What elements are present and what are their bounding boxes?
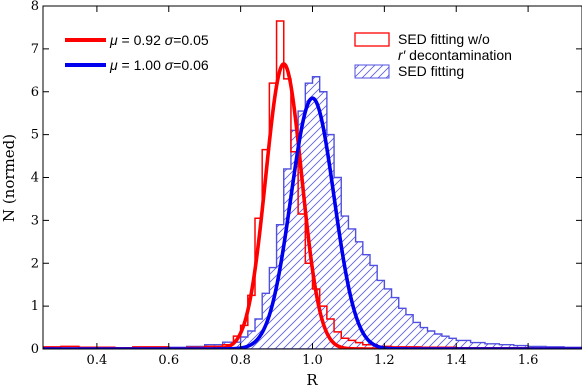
- legend-label-sed-wo-line2: r′ decontamination: [398, 47, 512, 63]
- y-tick-label: 2: [31, 256, 39, 271]
- legend-label-sed-wo-line1: SED fitting w/o: [398, 31, 490, 47]
- legend-histograms: SED fitting w/o r′ decontamination SED f…: [354, 31, 512, 79]
- legend-gaussian-fits: μ = 0.92 σ=0.05 μ = 1.00 σ=0.06: [65, 32, 209, 73]
- x-tick-label: 0.6: [158, 353, 179, 368]
- y-tick-label: 6: [31, 85, 39, 100]
- plot-frame: [42, 5, 582, 350]
- y-tick-label: 8: [31, 0, 39, 14]
- y-tick-label: 7: [31, 42, 39, 57]
- gaussian-fit-blue: [43, 96, 582, 349]
- legend-fit-label-blue: μ = 1.00 σ=0.06: [109, 57, 209, 73]
- y-tick-label: 4: [31, 171, 39, 186]
- legend-swatch-blue-hatched: [354, 64, 390, 79]
- x-axis-label: R: [306, 371, 318, 389]
- y-tick-label: 1: [31, 299, 39, 314]
- y-tick-label: 0: [31, 342, 39, 357]
- y-tick-label: 5: [31, 128, 39, 143]
- legend-fit-label-red: μ = 0.92 σ=0.05: [109, 32, 209, 48]
- x-tick-label: 1.0: [302, 353, 323, 368]
- x-tick-label: 1.2: [374, 353, 395, 368]
- gaussian-fit-red: [43, 62, 582, 349]
- x-tick-label: 0.4: [87, 353, 108, 368]
- legend-swatch-red-outline: [354, 32, 390, 47]
- y-tick-label: 3: [31, 213, 39, 228]
- histogram-sed-fitting: [132, 76, 582, 349]
- x-tick-label: 1.4: [446, 353, 467, 368]
- y-axis-label: N (normed): [0, 134, 18, 222]
- legend-label-sed-fitting: SED fitting: [398, 63, 464, 79]
- x-tick-label: 1.6: [518, 353, 539, 368]
- x-tick-label: 0.8: [230, 353, 251, 368]
